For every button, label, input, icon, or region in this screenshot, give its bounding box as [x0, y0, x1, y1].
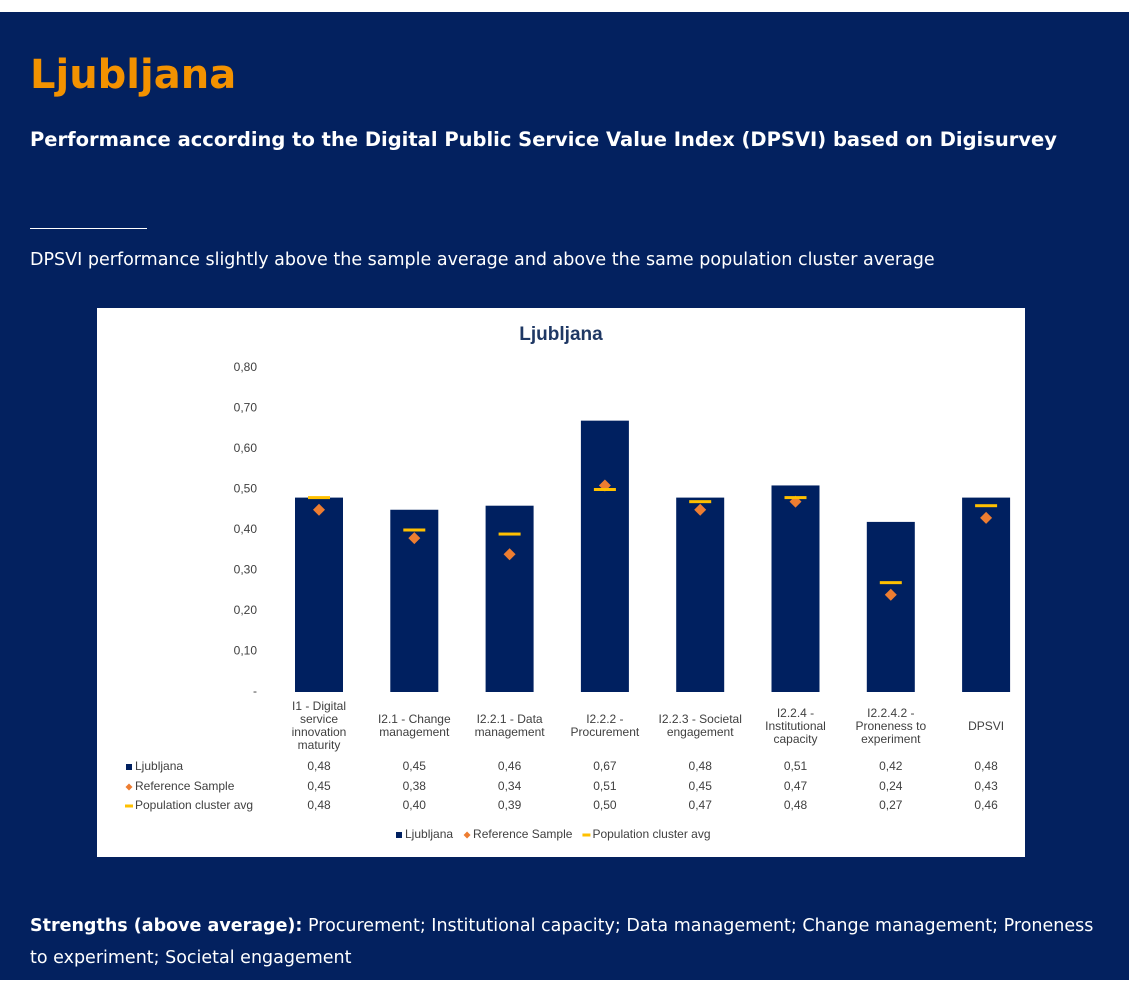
y-tick-label: 0,50 — [234, 482, 258, 496]
strengths-text: Procurement; Institutional capacity; Dat… — [30, 916, 1094, 968]
x-tick-label: I2.2.4.2 - Proneness to experiment — [855, 705, 927, 746]
x-tick-label-box: I2.2.4.2 - Proneness to experiment — [855, 705, 927, 746]
y-tick-label: 0,80 — [234, 360, 258, 374]
data-label: 0,67 — [593, 759, 617, 773]
data-label: 0,24 — [879, 779, 903, 793]
legend-label: Reference Sample — [473, 827, 573, 841]
data-label: 0,48 — [307, 798, 331, 812]
data-label: 0,51 — [784, 759, 808, 773]
legend-label: Ljubljana — [405, 827, 453, 841]
chart-container: Ljubljana - 0,10 0,20 0,30 0,40 0,50 0,60 0,70 0… — [97, 308, 1025, 857]
x-tick-label: I1 - Digital service innovation maturity — [291, 699, 347, 752]
y-tick-label: - — [253, 684, 257, 698]
data-label: 0,48 — [307, 759, 331, 773]
data-label: 0,43 — [974, 779, 998, 793]
x-tick-label-box: I2.2.2 - Procurement — [570, 712, 640, 739]
data-label: 0,40 — [403, 798, 427, 812]
data-label: 0,48 — [784, 798, 808, 812]
bar — [676, 497, 725, 692]
y-tick-label: 0,30 — [234, 563, 258, 577]
x-tick-label: I2.2.2 - Procurement — [570, 712, 640, 739]
page-title: Ljubljana — [30, 52, 237, 98]
chart-title: Ljubljana — [519, 324, 603, 345]
bar — [485, 505, 534, 692]
dash-marker — [689, 500, 712, 504]
bar — [962, 497, 1011, 692]
data-label: 0,51 — [593, 779, 617, 793]
dash-marker — [308, 496, 330, 500]
bar — [580, 420, 629, 692]
table-row-name: Population cluster avg — [135, 798, 253, 812]
bar — [866, 521, 915, 692]
diamond-marker — [694, 503, 707, 516]
page-subtitle: Performance according to the Digital Pub… — [30, 128, 1057, 151]
x-tick-label-box: I2.2.4 - Institutional capacity — [765, 705, 826, 746]
data-label: 0,48 — [974, 759, 998, 773]
table-legend-marker — [125, 783, 133, 791]
data-label: 0,34 — [498, 779, 522, 793]
y-tick-label: 0,40 — [234, 522, 258, 536]
data-label: 0,45 — [307, 779, 331, 793]
legend-marker — [463, 831, 471, 839]
y-tick-label: 0,20 — [234, 603, 258, 617]
separator — [30, 228, 147, 229]
x-tick-label-box: I2.2.1 - Data management — [474, 712, 545, 739]
y-tick-label: 0,10 — [234, 644, 258, 658]
data-label: 0,27 — [879, 798, 903, 812]
data-label: 0,45 — [403, 759, 427, 773]
data-label: 0,46 — [974, 798, 998, 812]
data-label: 0,48 — [689, 759, 713, 773]
x-tick-label-box: DPSVI — [968, 718, 1005, 733]
x-tick-label: I2.2.3 - Societal engagement — [658, 712, 742, 739]
diamond-marker — [313, 503, 325, 516]
data-label: 0,47 — [784, 779, 808, 793]
page: Ljubljana Performance according to the D… — [0, 12, 1129, 980]
table-row-name: Reference Sample — [135, 779, 235, 793]
x-tick-label: I2.2.1 - Data management — [474, 712, 545, 739]
legend-marker — [582, 833, 591, 837]
data-label: 0,46 — [498, 759, 522, 773]
legend-marker — [396, 832, 402, 838]
data-label: 0,45 — [689, 779, 713, 793]
dash-marker — [403, 528, 426, 532]
dash-marker — [975, 504, 998, 508]
diamond-marker — [884, 588, 897, 601]
strengths-label: Strengths (above average): — [30, 916, 303, 936]
y-tick-label: 0,70 — [234, 401, 258, 415]
chart: Ljubljana - 0,10 0,20 0,30 0,40 0,50 0,60 0,70 0… — [125, 324, 1011, 841]
x-tick-label: I2.1 - Change management — [377, 712, 451, 739]
dash-marker — [498, 532, 521, 536]
x-tick-label: DPSVI — [968, 718, 1005, 733]
data-label: 0,47 — [689, 798, 713, 812]
x-tick-label-box: I1 - Digital service innovation maturity — [291, 699, 347, 752]
dash-marker — [784, 496, 807, 500]
diamond-marker — [408, 532, 421, 545]
legend-label: Population cluster avg — [592, 827, 710, 841]
data-label: 0,50 — [593, 798, 617, 812]
data-label: 0,42 — [879, 759, 903, 773]
dash-marker — [879, 581, 902, 585]
x-tick-label-box: I2.1 - Change management — [377, 712, 451, 739]
data-label: 0,39 — [498, 798, 522, 812]
x-tick-label-box: I2.2.3 - Societal engagement — [658, 712, 742, 739]
bar — [295, 497, 343, 692]
bar — [771, 485, 820, 692]
table-row-name: Ljubljana — [135, 759, 183, 773]
strengths: Strengths (above average): Procurement; … — [30, 910, 1100, 974]
dash-marker — [593, 488, 616, 491]
summary: DPSVI performance slightly above the sam… — [30, 250, 935, 270]
data-label: 0,38 — [403, 779, 427, 793]
table-legend-marker — [126, 764, 132, 770]
y-tick-label: 0,60 — [234, 441, 258, 455]
table-legend-marker — [125, 804, 133, 808]
diamond-marker — [503, 548, 516, 561]
x-tick-label: I2.2.4 - Institutional capacity — [765, 705, 826, 746]
